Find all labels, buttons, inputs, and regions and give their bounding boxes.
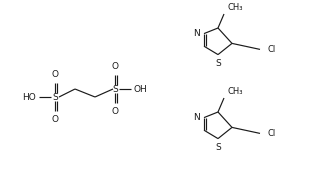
Text: S: S — [52, 93, 58, 101]
Text: O: O — [112, 107, 118, 116]
Text: S: S — [112, 85, 118, 94]
Text: N: N — [193, 29, 200, 38]
Text: S: S — [215, 143, 221, 152]
Text: HO: HO — [22, 93, 36, 101]
Text: OH: OH — [134, 85, 148, 94]
Text: O: O — [52, 115, 58, 124]
Text: S: S — [215, 59, 221, 68]
Text: Cl: Cl — [267, 45, 275, 54]
Text: N: N — [193, 113, 200, 122]
Text: Cl: Cl — [267, 129, 275, 138]
Text: O: O — [52, 70, 58, 79]
Text: CH₃: CH₃ — [227, 3, 243, 12]
Text: CH₃: CH₃ — [227, 87, 243, 96]
Text: O: O — [112, 62, 118, 71]
